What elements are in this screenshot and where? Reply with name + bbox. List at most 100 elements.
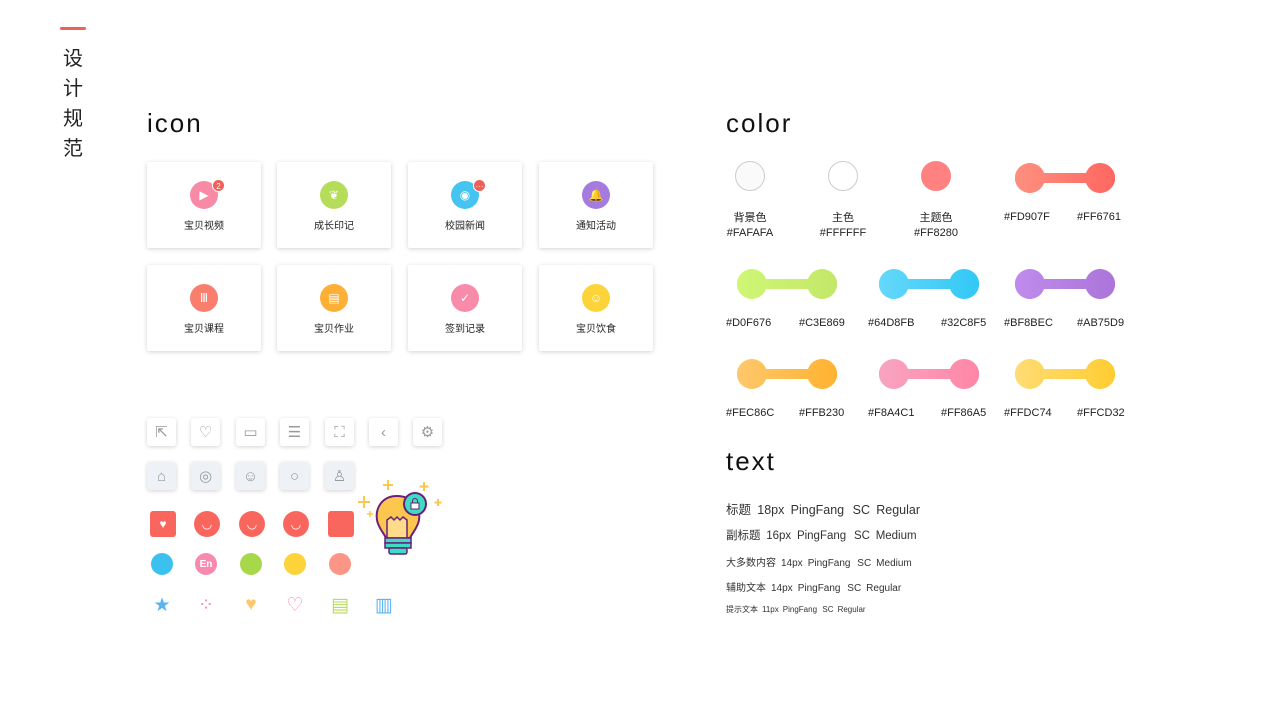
home-icon[interactable]: ⌂ <box>147 462 176 490</box>
icon-heading: icon <box>147 108 203 138</box>
text-style-name: 辅助文本 <box>726 583 766 594</box>
icon-card-label: 宝贝课程 <box>184 324 224 335</box>
text-style-weight: Medium <box>876 558 912 569</box>
notification-badge: ··· <box>473 179 486 192</box>
gradient-swatch <box>878 268 980 299</box>
icon-card-label: 成长印记 <box>314 221 354 232</box>
icon-card[interactable]: ☺ 宝贝饮食 <box>539 265 653 351</box>
text-style-weight: Medium <box>875 530 917 542</box>
icon-card-label: 宝贝饮食 <box>576 324 616 335</box>
notification-badge: 2 <box>212 179 225 192</box>
share-icon[interactable]: ⇱ <box>147 418 176 446</box>
planet-icon: ◡ <box>194 511 220 537</box>
books-icon: Ⅲ <box>190 284 218 312</box>
color-name: 背景色 <box>733 212 767 224</box>
icon-card[interactable]: 🔔 通知活动 <box>539 162 653 248</box>
text-style-row: 大多数内容 14px PingFang SC Medium <box>726 554 917 569</box>
gradient-end-hex: #FF86A5 <box>941 407 987 419</box>
text-style-font: PingFang SC <box>796 530 870 542</box>
text-style-font: PingFang SC <box>790 503 870 517</box>
icon-card-label: 通知活动 <box>576 221 616 232</box>
gradient-start-hex: #FFDC74 <box>1004 407 1052 419</box>
color-swatch <box>735 161 765 191</box>
homework-icon: ▤ <box>320 284 348 312</box>
color-heading: color <box>726 108 793 138</box>
icon-card[interactable]: ✓ 签到记录 <box>408 265 522 351</box>
text-style-row: 标题 18px PingFang SC Regular <box>726 499 926 518</box>
color-hex: #FAFAFA <box>726 227 774 239</box>
color-name: 主色 <box>832 212 854 224</box>
text-style-row: 辅助文本 14px PingFang SC Regular <box>726 579 906 594</box>
text-style-name: 提示文本 <box>726 605 758 614</box>
icon-card-label: 校园新闻 <box>445 221 485 232</box>
food-icon: ☺ <box>582 284 610 312</box>
text-heading: text <box>726 446 776 476</box>
gradient-swatch <box>878 358 980 389</box>
comment-icon[interactable]: ▭ <box>236 418 265 446</box>
text-style-font: PingFang SC <box>797 583 862 594</box>
page-title: 设计规范 <box>63 48 83 160</box>
sun-icon <box>240 553 262 575</box>
color-hex: #FFFFFF <box>819 227 867 239</box>
planet-icon[interactable]: ◎ <box>191 462 220 490</box>
text-style-weight: Regular <box>837 605 866 614</box>
baby-face-icon[interactable]: ☺ <box>236 462 265 490</box>
loading-dots-icon: ⁘ <box>198 594 214 616</box>
baby-avatar-icon <box>151 553 173 575</box>
gradient-swatch <box>736 268 838 299</box>
gradient-swatch <box>1014 268 1116 299</box>
text-style-row: 提示文本 11px PingFang SC Regular <box>726 604 870 615</box>
text-style-size: 11px <box>762 605 779 614</box>
text-style-row: 副标题 16px PingFang SC Medium <box>726 527 922 543</box>
message-icon: ▤ <box>331 594 349 616</box>
sprout-icon: ❦ <box>320 181 348 209</box>
home-icon: ♥ <box>150 511 176 537</box>
user-icon <box>328 511 354 537</box>
gradient-end-hex: #32C8F5 <box>941 317 987 329</box>
text-style-weight: Regular <box>866 583 902 594</box>
color-swatch <box>921 161 951 191</box>
baby-face-icon: ◡ <box>239 511 265 537</box>
gradient-swatch <box>736 358 838 389</box>
gradient-start-hex: #F8A4C1 <box>868 407 915 419</box>
text-style-size: 14px <box>781 558 803 569</box>
radio-icon <box>284 553 306 575</box>
checkin-calendar-icon: ✓ <box>451 284 479 312</box>
text-style-font: PingFang SC <box>782 605 834 614</box>
text-style-name: 标题 <box>726 503 752 517</box>
gradient-start-hex: #D0F676 <box>726 317 772 329</box>
lightbulb-lock-icon <box>358 480 442 555</box>
bell-icon: 🔔 <box>582 181 610 209</box>
text-style-name: 副标题 <box>726 530 761 542</box>
star-house-icon: ★ <box>153 594 171 616</box>
gradient-end-hex: #FF6761 <box>1077 211 1122 223</box>
icon-card-label: 签到记录 <box>445 324 485 335</box>
chat-icon: ◡ <box>283 511 309 537</box>
back-icon[interactable]: ‹ <box>369 418 398 446</box>
text-style-size: 16px <box>766 530 792 542</box>
icon-card-label: 宝贝作业 <box>314 324 354 335</box>
accent-bar <box>60 27 86 30</box>
search-icon <box>329 553 351 575</box>
gradient-swatch <box>1014 162 1116 193</box>
icon-card[interactable]: ▤ 宝贝作业 <box>277 265 391 351</box>
heart-icon[interactable]: ♡ <box>191 418 220 446</box>
user-heart-icon: ♡ <box>286 594 304 616</box>
icon-card[interactable]: ❦ 成长印记 <box>277 162 391 248</box>
icon-card[interactable]: Ⅲ 宝贝课程 <box>147 265 261 351</box>
icon-card[interactable]: ▶ 2 宝贝视频 <box>147 162 261 248</box>
gradient-end-hex: #FFB230 <box>799 407 845 419</box>
text-style-weight: Regular <box>876 503 921 517</box>
gradient-start-hex: #64D8FB <box>868 317 915 329</box>
gear-icon[interactable]: ⚙ <box>413 418 442 446</box>
gradient-swatch <box>1014 358 1116 389</box>
gradient-start-hex: #BF8BEC <box>1004 317 1053 329</box>
icon-card[interactable]: ◉ ··· 校园新闻 <box>408 162 522 248</box>
gradient-end-hex: #AB75D9 <box>1077 317 1125 329</box>
chat-icon[interactable]: ○ <box>280 462 309 490</box>
user-icon[interactable]: ♙ <box>325 462 354 490</box>
menu-icon[interactable]: ☰ <box>280 418 309 446</box>
scan-icon[interactable]: ⛶ <box>325 418 354 446</box>
english-icon: En <box>195 553 217 575</box>
gradient-end-hex: #C3E869 <box>799 317 845 329</box>
